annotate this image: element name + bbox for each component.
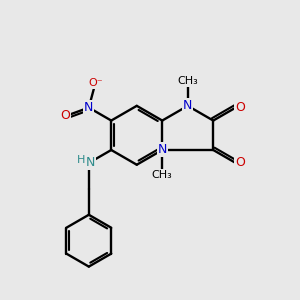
Text: N: N <box>84 101 94 114</box>
Text: O: O <box>235 101 245 114</box>
Text: O: O <box>235 157 245 169</box>
Text: O⁻: O⁻ <box>89 78 103 88</box>
Text: N: N <box>85 157 95 169</box>
Text: H: H <box>77 155 86 165</box>
Text: CH₃: CH₃ <box>152 170 172 180</box>
Text: O: O <box>60 109 70 122</box>
Text: CH₃: CH₃ <box>177 76 198 86</box>
Text: N: N <box>183 99 192 112</box>
Text: N: N <box>158 143 167 157</box>
